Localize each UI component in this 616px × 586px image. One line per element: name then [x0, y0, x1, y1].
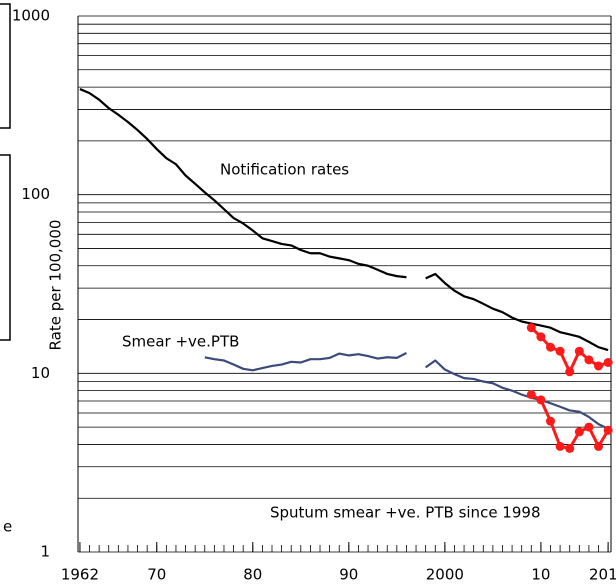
series-marker: [594, 361, 604, 371]
annotation: Sputum smear +ve. PTB since 1998: [270, 504, 540, 522]
series-marker: [584, 422, 594, 432]
series-marker: [565, 367, 575, 377]
series-line: [79, 88, 609, 352]
clipped-box: [0, 3, 11, 129]
x-tick-label: 10: [531, 566, 550, 584]
series-marker: [555, 441, 565, 451]
y-tick-label: 1000: [12, 7, 50, 25]
x-tick-label: 70: [147, 566, 166, 584]
series-marker: [603, 425, 613, 435]
x-tick-label: 1962: [61, 566, 99, 584]
x-tick-label: 2000: [426, 566, 464, 584]
clipped-text: e: [3, 518, 12, 536]
series-marker: [536, 395, 546, 405]
series-marker: [526, 390, 536, 400]
series-marker: [603, 357, 613, 367]
label-bg: [118, 330, 280, 354]
x-tick-label: 90: [339, 566, 358, 584]
clipped-box: [0, 154, 11, 341]
x-tick-label: 2017: [589, 566, 616, 584]
series-label: Notification rates: [220, 161, 349, 179]
series-marker: [555, 346, 565, 356]
series-marker: [574, 346, 584, 356]
y-axis-label: Rate per 100,000: [47, 220, 65, 351]
y-tick-label: 10: [31, 364, 50, 382]
series-line: [204, 351, 609, 430]
series-marker: [536, 332, 546, 342]
series-marker: [584, 355, 594, 365]
label-bg: [216, 158, 380, 182]
x-tick-label: 80: [243, 566, 262, 584]
y-tick-label: 100: [21, 185, 50, 203]
series-marker: [545, 416, 555, 426]
series-marker: [574, 427, 584, 437]
series-label: Smear +ve.PTB: [122, 333, 239, 351]
series-marker: [526, 323, 536, 333]
series-marker: [594, 441, 604, 451]
y-tick-label: 1: [40, 543, 50, 561]
series-marker: [565, 443, 575, 453]
series-marker: [545, 342, 555, 352]
